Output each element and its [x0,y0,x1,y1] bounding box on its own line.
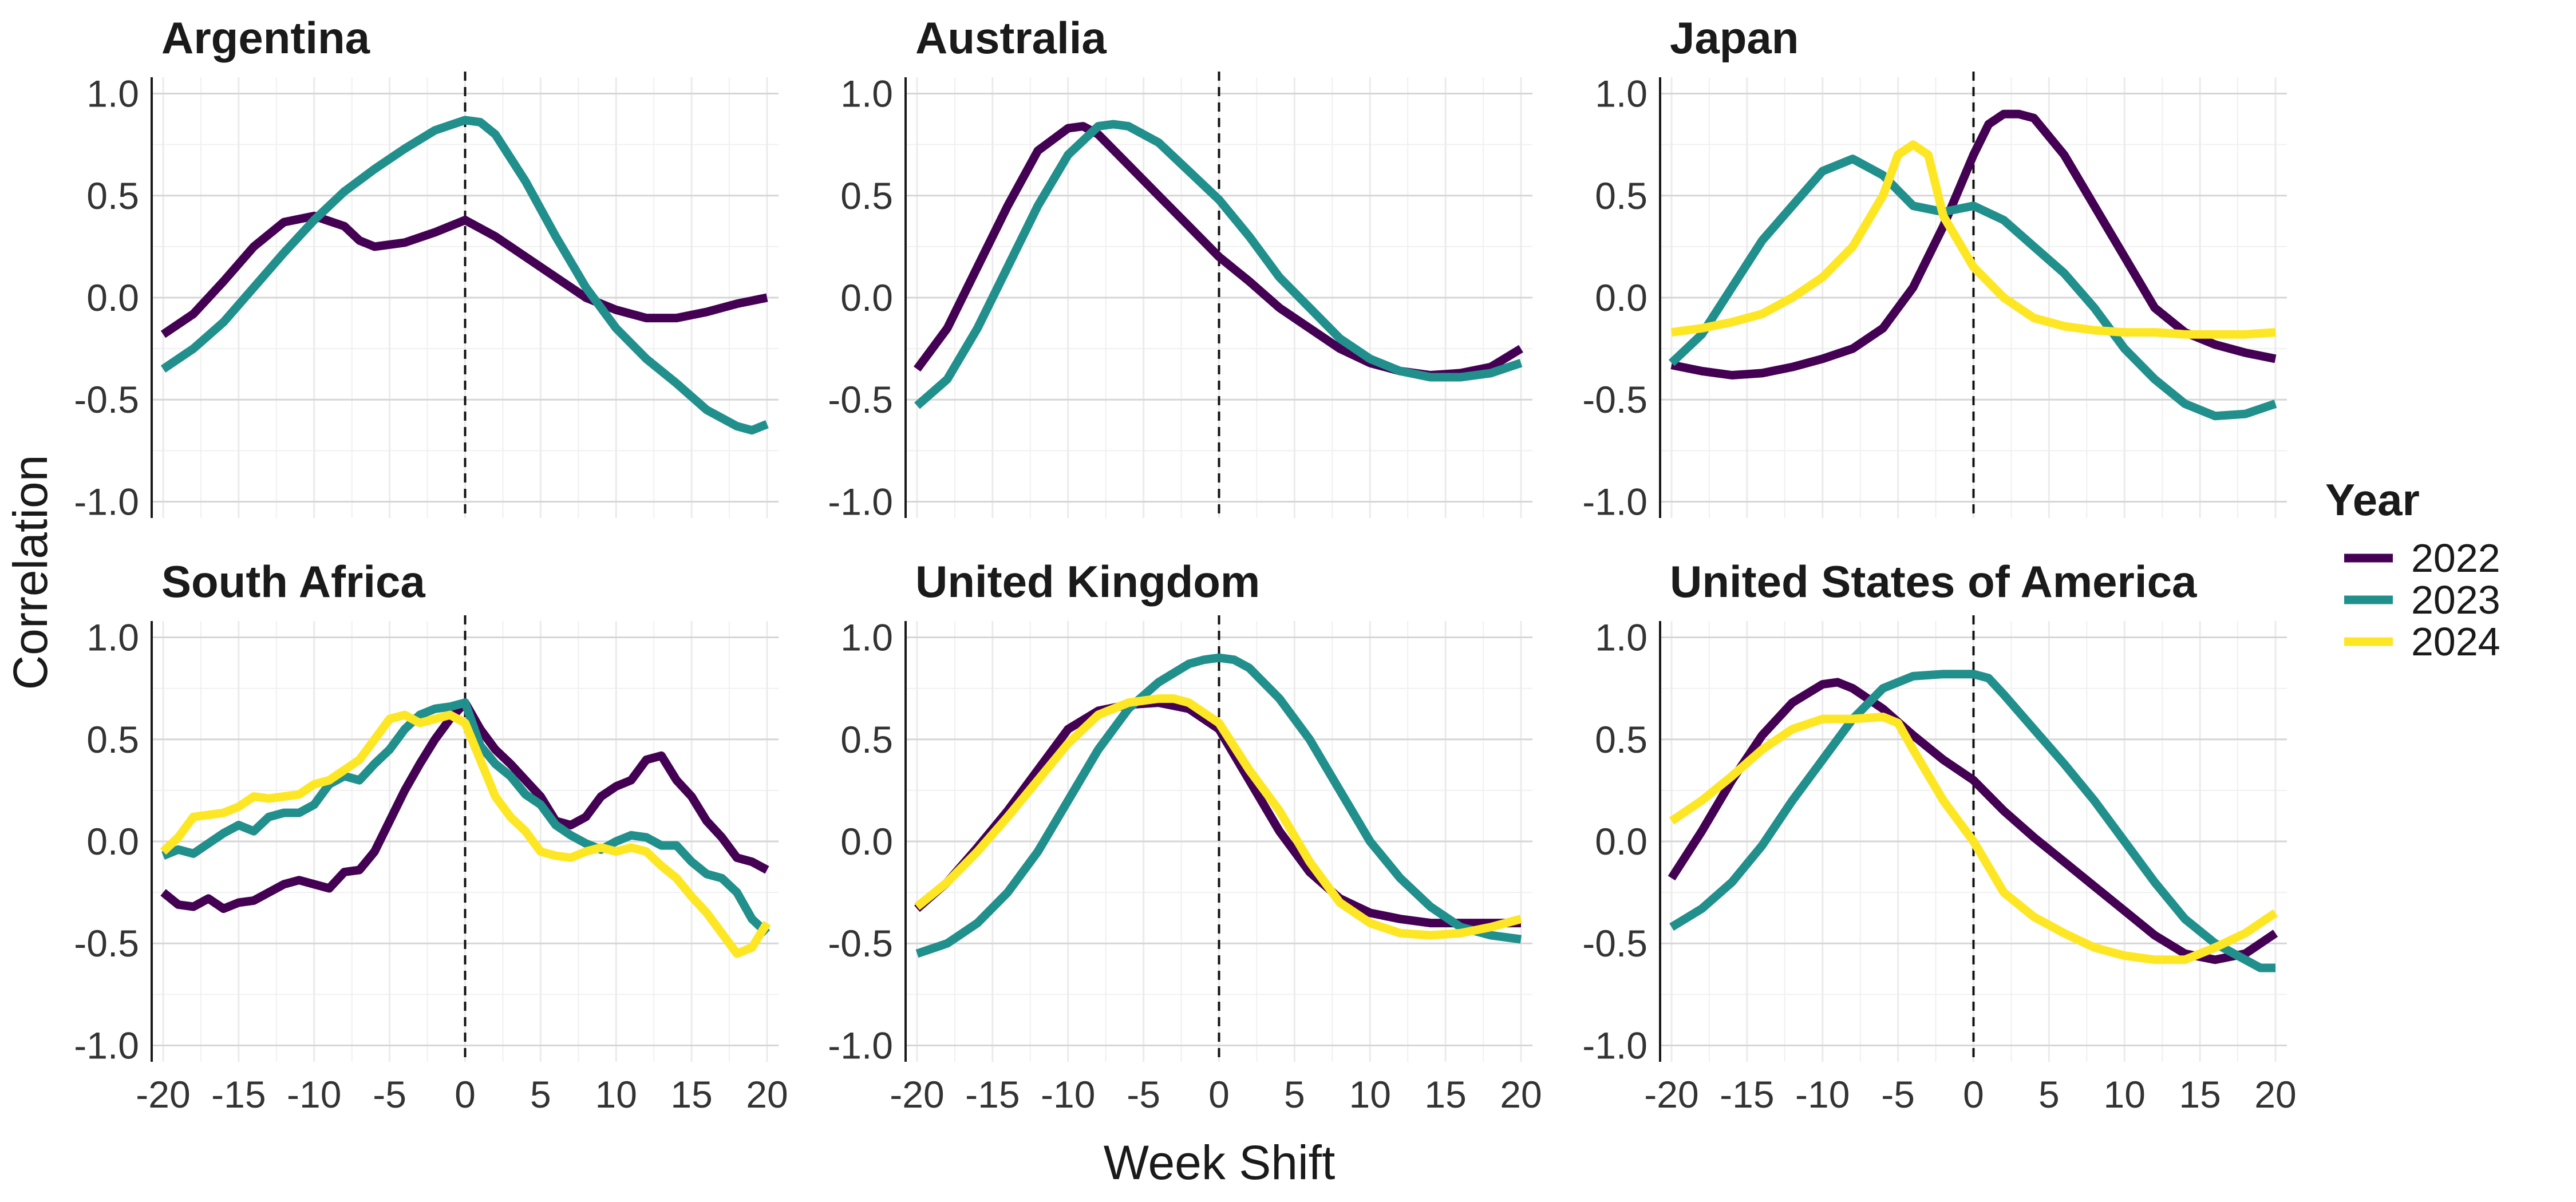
y-tick-label: 1.0 [86,616,139,659]
grid [152,621,779,1062]
y-tick-label: -0.5 [828,378,893,421]
x-tick-label: -5 [1881,1073,1915,1116]
y-tick-label: -1.0 [74,1024,139,1066]
series-line-2022 [1668,678,2278,964]
series-line-2023 [1669,670,2275,972]
x-tick-label: 15 [670,1073,712,1116]
panel-south-africa: -1.0 -0.5 0.0 0.5 1.0 -20 -15 -10 -5 0 5 10 15 20 Sout… [74,556,788,1116]
legend-title: Year [2325,475,2420,525]
x-tick-label: 5 [2038,1073,2060,1116]
series-line-2023 [161,698,771,936]
panel-title: Argentina [161,13,370,63]
series-line-2024 [160,710,771,958]
y-tick-label: 1.0 [86,73,139,115]
y-tick-label: -1.0 [74,480,139,523]
x-tick-label: 5 [530,1073,551,1116]
legend-label-2024: 2024 [2411,619,2500,664]
grid [1660,77,2287,518]
y-tick-label: -0.5 [74,922,139,964]
panel-japan: -1.0 -0.5 0.0 0.5 1.0 Japan [1582,13,2287,523]
y-tick-label: 1.0 [840,616,893,659]
x-tick-label: -15 [1720,1073,1774,1116]
x-tick-label: 20 [746,1073,788,1116]
y-tick-label: -0.5 [1582,922,1647,964]
y-tick-label: 1.0 [1595,616,1647,659]
x-tick-label: 15 [2179,1073,2221,1116]
panel-united-states-of-america: -1.0 -0.5 0.0 0.5 1.0 -20 -15 -10 -5 0 5 10 15 20 Unit… [1582,556,2296,1116]
grid [906,77,1532,518]
y-tick-label: 0.0 [1595,276,1647,319]
y-tick-label: -0.5 [1582,378,1647,421]
y-tick-label: 0.0 [86,820,139,863]
x-tick-label: -5 [1127,1073,1160,1116]
x-tick-label: 10 [595,1073,637,1116]
x-tick-label: 5 [1284,1073,1305,1116]
y-tick-label: 1.0 [1595,73,1647,115]
legend-label-2023: 2023 [2411,578,2500,622]
x-tick-label: -20 [136,1073,190,1116]
x-tick-label: 0 [1963,1073,1984,1116]
x-tick-label: -10 [287,1073,341,1116]
y-tick-label: 0.0 [840,820,893,863]
series-line-2023 [915,653,1522,958]
x-tick-label: 0 [455,1073,476,1116]
y-tick-label: 0.0 [840,276,893,319]
panel-title: United Kingdom [915,556,1260,607]
x-tick-label: 0 [1208,1073,1230,1116]
panel-title: United States of America [1670,556,2197,607]
x-tick-label: 20 [1500,1073,1542,1116]
y-tick-label: 0.0 [86,276,139,319]
panel-argentina: -1.0 -0.5 0.0 0.5 1.0 Argentina [74,13,779,523]
series-line-2023 [1668,155,2277,421]
y-tick-label: -1.0 [1582,1024,1647,1066]
x-tick-label: -5 [373,1073,406,1116]
x-tick-label: 20 [2254,1073,2296,1116]
y-tick-label: 0.5 [1595,718,1647,761]
x-tick-label: -20 [890,1073,944,1116]
y-tick-label: -1.0 [828,480,893,523]
y-tick-label: -0.5 [74,378,139,421]
series-line-2024 [1671,140,2276,339]
y-tick-label: 1.0 [840,73,893,115]
y-tick-label: 0.5 [840,718,893,761]
panel-united-kingdom: -1.0 -0.5 0.0 0.5 1.0 -20 -15 -10 -5 0 5 10 15 20 Unit… [828,556,1542,1116]
legend-label-2022: 2022 [2411,536,2500,580]
panel-title: South Africa [161,556,425,607]
panel-australia: -1.0 -0.5 0.0 0.5 1.0 Australia [828,13,1532,523]
x-tick-label: 10 [2104,1073,2146,1116]
y-tick-label: 0.5 [86,718,139,761]
x-axis-title: Week Shift [1104,1136,1336,1189]
x-tick-label: -15 [965,1073,1020,1116]
x-tick-label: 10 [1349,1073,1391,1116]
x-tick-label: -10 [1795,1073,1850,1116]
series-line-2022 [1670,109,2277,379]
y-tick-label: -1.0 [828,1024,893,1066]
y-axis-title: Correlation [3,455,57,690]
y-tick-label: 0.5 [840,175,893,217]
y-tick-label: -1.0 [1582,480,1647,523]
x-tick-label: -20 [1644,1073,1698,1116]
y-tick-label: 0.0 [1595,820,1647,863]
x-tick-label: 15 [1424,1073,1466,1116]
grid [906,621,1532,1062]
y-tick-label: -0.5 [828,922,893,964]
series-line-2023 [914,120,1523,409]
series-line-2023 [160,116,769,435]
y-tick-label: 0.5 [86,175,139,217]
y-tick-label: 0.5 [1595,175,1647,217]
panel-title: Japan [1670,13,1799,63]
series-line-2022 [160,211,768,338]
panel-title: Australia [915,13,1107,63]
panels: -1.0 -0.5 0.0 0.5 1.0 Argentina -1.0 -0.5 0.0 0.5… [74,13,2296,1116]
series-line-2024 [1669,713,2278,964]
x-tick-label: -15 [211,1073,266,1116]
x-tick-label: -10 [1041,1073,1095,1116]
series-line-2024 [914,694,1522,940]
